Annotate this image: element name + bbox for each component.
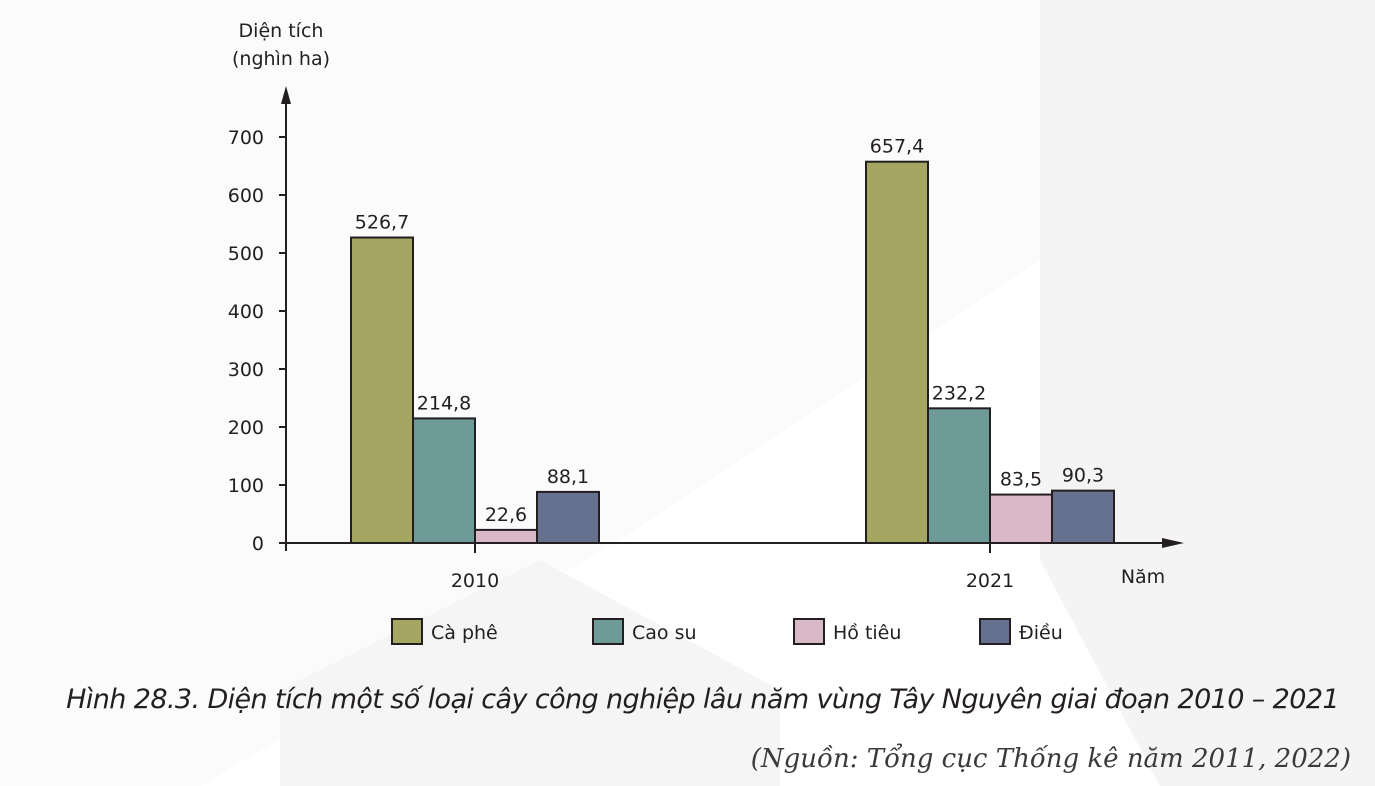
bar-value-label: 22,6 [485, 504, 527, 526]
y-tick-label: 700 [228, 127, 264, 149]
bar-chart: 0 100 200 300 400 500 600 700 Diện tích (nghìn ha… [228, 20, 1184, 645]
y-tick-label: 0 [252, 533, 264, 555]
figure-source: (Nguồn: Tổng cục Thống kê năm 2011, 2022… [750, 744, 1351, 774]
bar-value-label: 83,5 [1000, 469, 1042, 491]
bar [412, 417, 476, 544]
bar-value-label: 90,3 [1062, 465, 1104, 487]
chart-bars [350, 160, 1115, 545]
bar [989, 493, 1053, 545]
y-axis-title-line2: (nghìn ha) [232, 48, 330, 70]
legend-label: Cao su [632, 622, 697, 644]
legend-label: Cà phê [431, 622, 498, 644]
x-tick-label: 2010 [451, 570, 499, 592]
x-axis-arrow [1162, 538, 1184, 548]
bar-value-label: 214,8 [417, 392, 471, 414]
legend-label: Hồ tiêu [833, 622, 901, 644]
chart-legend: Cà phê Cao su Hồ tiêu Điều [391, 618, 1063, 645]
y-axis-title-line1: Diện tích [239, 20, 324, 42]
bar-value-label: 88,1 [547, 466, 589, 488]
bar [474, 528, 538, 545]
bar [927, 407, 991, 544]
bar-value-label: 526,7 [355, 212, 409, 234]
legend-swatch [793, 618, 825, 645]
chart-labels: 526,7 214,8 22,6 88,1 657,4 232,2 83,5 90,3 [355, 136, 1104, 526]
y-tick-label: 600 [228, 185, 264, 207]
bar-value-label: 232,2 [932, 382, 986, 404]
bar [536, 490, 600, 545]
legend-swatch [592, 618, 624, 645]
y-tick-label: 500 [228, 243, 264, 265]
y-axis-arrow [281, 86, 291, 104]
x-tick-label: 2021 [966, 570, 1014, 592]
bar-value-label: 657,4 [870, 136, 924, 158]
legend-swatch [391, 618, 423, 645]
figure-caption: Hình 28.3. Diện tích một số loại cây côn… [66, 684, 1339, 715]
x-axis-title: Năm [1121, 566, 1165, 588]
y-tick-label: 200 [228, 417, 264, 439]
legend-label: Điều [1019, 622, 1063, 644]
y-tick-label: 400 [228, 301, 264, 323]
chart-axes: 0 100 200 300 400 500 600 700 Diện tích (nghìn ha… [228, 20, 1184, 592]
y-tick-label: 100 [228, 475, 264, 497]
bar [1051, 489, 1115, 545]
bar [350, 236, 414, 544]
y-tick-label: 300 [228, 359, 264, 381]
bar [865, 160, 929, 544]
legend-swatch [979, 618, 1011, 645]
